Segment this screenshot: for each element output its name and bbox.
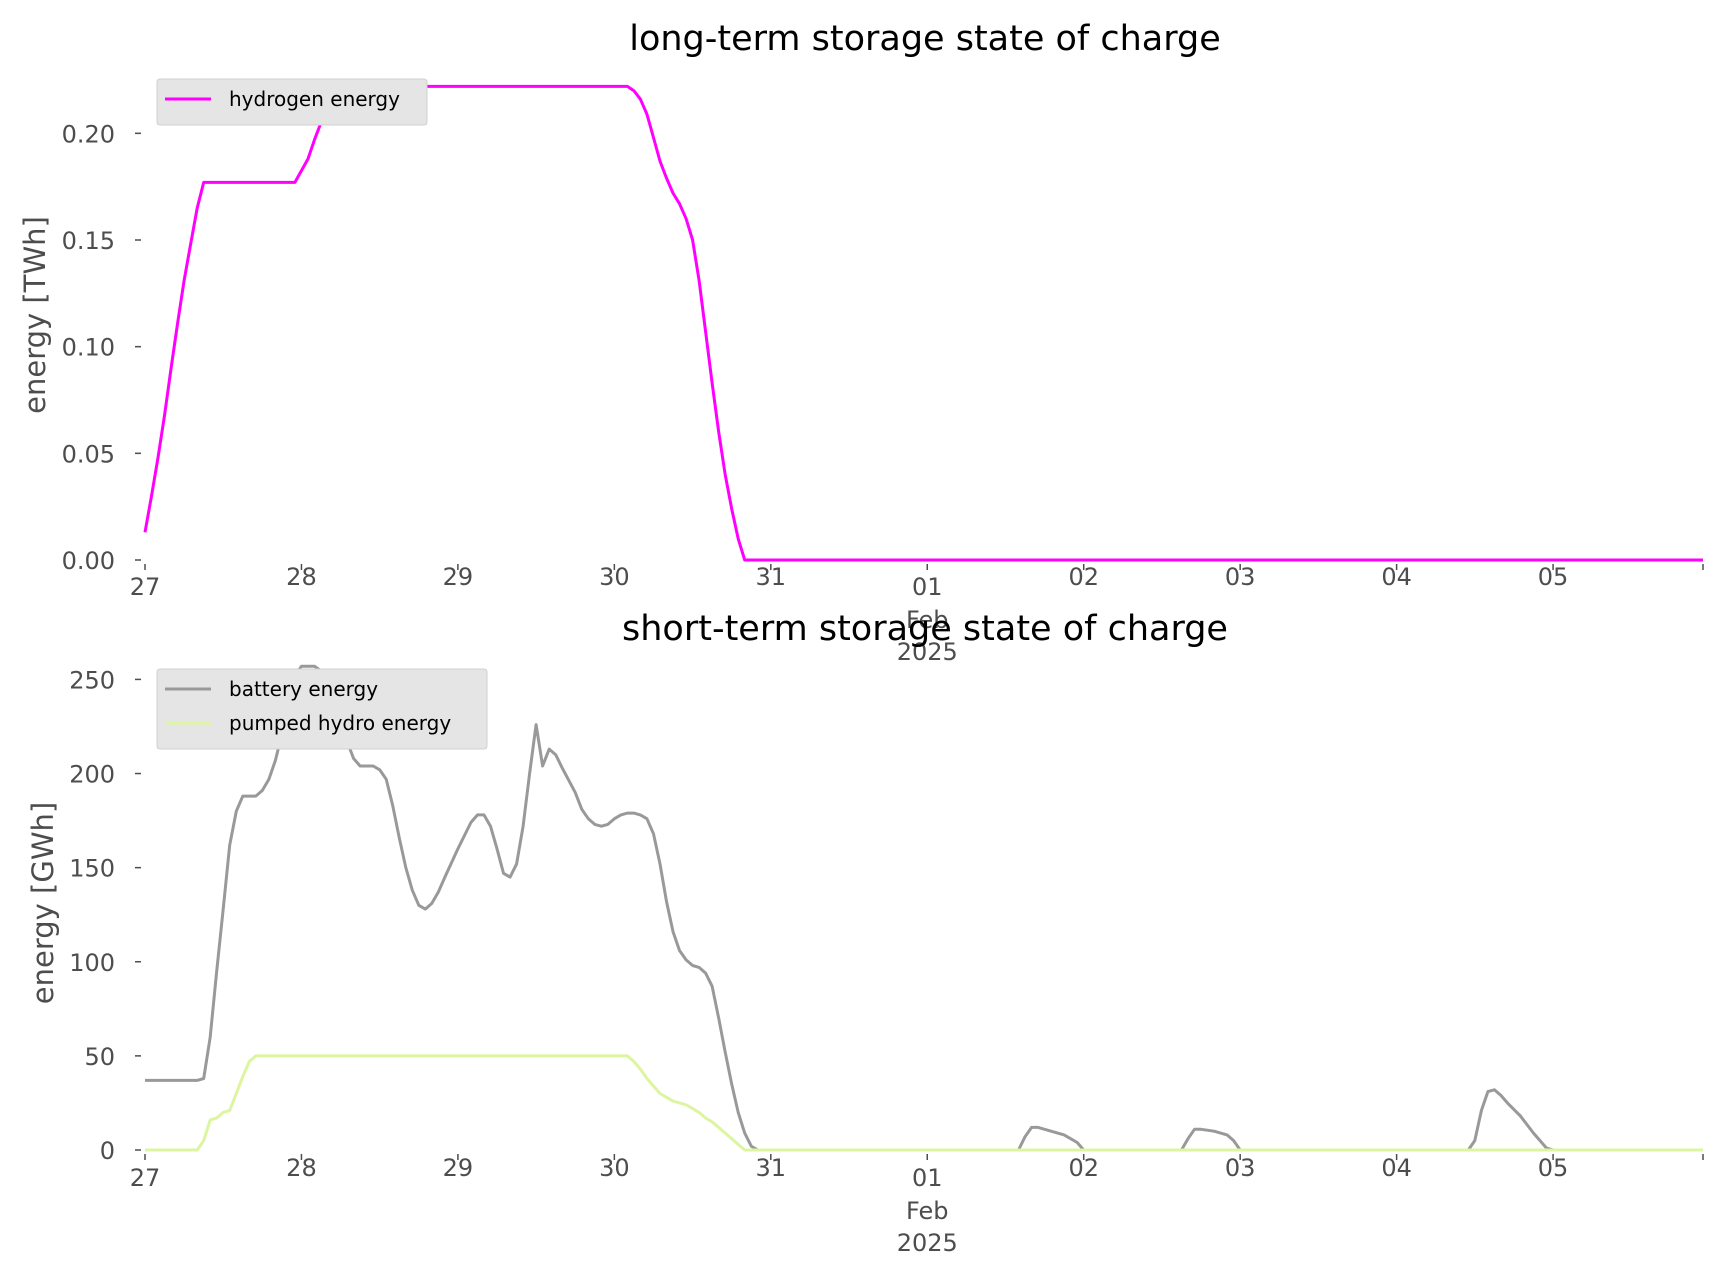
- legend-box: [156, 668, 488, 750]
- y-tick-label: 250: [69, 666, 115, 694]
- y-tick-label: 150: [69, 855, 115, 883]
- x-tick-label: 05: [1538, 563, 1569, 591]
- chart-title: long-term storage state of charge: [629, 19, 1221, 59]
- x-tick-label: 04: [1381, 1154, 1412, 1182]
- x-tick-label: 28: [286, 1154, 317, 1182]
- x-tick-label: 27: [130, 573, 161, 601]
- y-axis-label: energy [TWh]: [18, 216, 52, 414]
- y-axis-label: energy [GWh]: [26, 802, 60, 1004]
- x-tick-label: 03: [1225, 1154, 1256, 1182]
- x-tick-label: 29: [443, 1154, 474, 1182]
- x-tick-year-label: 2025: [897, 638, 958, 666]
- x-tick-label: 31: [756, 563, 787, 591]
- legend-box: [156, 78, 428, 126]
- y-tick-label: 0: [100, 1137, 115, 1165]
- x-tick-label: 04: [1381, 563, 1412, 591]
- x-tick-label: 02: [1068, 1154, 1099, 1182]
- series-line-pumped-hydro-energy: [145, 1054, 1703, 1152]
- legend-label: hydrogen energy: [229, 87, 400, 111]
- x-tick-label: 05: [1538, 1154, 1569, 1182]
- y-tick-label: 0.20: [62, 120, 115, 148]
- x-tick-label: 31: [756, 1154, 787, 1182]
- y-tick-label: 0.00: [62, 547, 115, 575]
- y-tick-label: 0.15: [62, 227, 115, 255]
- x-tick-label: 01: [912, 1164, 943, 1192]
- x-tick-label: 30: [599, 1154, 630, 1182]
- axis-ticks: 0.00 0.05 0.10 0.15 0.20 27 28 29 30 31 01 Feb 2025 0…: [62, 120, 1704, 666]
- x-tick-label: 27: [130, 1164, 161, 1192]
- x-tick-label: 03: [1225, 563, 1256, 591]
- short-term-storage-panel: short-term storage state of charge energ…: [26, 609, 1704, 1257]
- y-tick-label: 100: [69, 949, 115, 977]
- y-tick-label: 0.10: [62, 334, 115, 362]
- x-tick-label: 01: [912, 573, 943, 601]
- x-tick-year-label: 2025: [897, 1229, 958, 1257]
- long-term-storage-panel: long-term storage state of charge energy…: [18, 19, 1704, 666]
- legend: hydrogen energy: [156, 78, 428, 126]
- x-tick-label: 02: [1068, 563, 1099, 591]
- x-tick-month-label: Feb: [906, 1197, 949, 1225]
- x-tick-month-label: Feb: [906, 606, 949, 634]
- series-line-hydrogen-energy: [143, 84, 1703, 562]
- chart-title: short-term storage state of charge: [622, 609, 1228, 649]
- legend: battery energy pumped hydro energy: [156, 668, 488, 750]
- x-tick-label: 28: [286, 563, 317, 591]
- x-tick-label: 30: [599, 563, 630, 591]
- y-tick-label: 200: [69, 761, 115, 789]
- legend-label: pumped hydro energy: [229, 711, 451, 735]
- y-tick-label: 50: [84, 1043, 115, 1071]
- series-layer: [143, 84, 1703, 562]
- legend-label: battery energy: [229, 677, 378, 701]
- x-tick-label: 29: [443, 563, 474, 591]
- y-tick-label: 0.05: [62, 440, 115, 468]
